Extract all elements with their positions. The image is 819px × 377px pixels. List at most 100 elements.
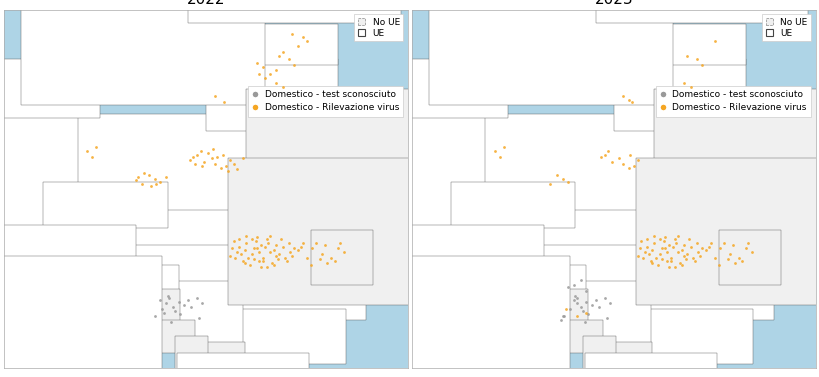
Point: [249, 238, 262, 244]
Point: [304, 262, 317, 268]
FancyBboxPatch shape: [229, 182, 380, 344]
Point: [555, 176, 568, 182]
Point: [282, 240, 295, 246]
Point: [89, 144, 102, 150]
Point: [632, 245, 645, 251]
Point: [208, 161, 221, 167]
Point: [143, 172, 156, 178]
Point: [245, 251, 258, 257]
Point: [623, 152, 636, 158]
Point: [616, 161, 629, 167]
Point: [251, 60, 264, 66]
Point: [314, 251, 328, 257]
Point: [557, 313, 570, 319]
Point: [686, 254, 699, 261]
Point: [711, 262, 724, 268]
Point: [80, 148, 93, 154]
Point: [568, 293, 581, 299]
Point: [487, 148, 500, 154]
Point: [260, 264, 273, 270]
Point: [163, 295, 176, 301]
Point: [559, 306, 572, 312]
Point: [647, 240, 660, 246]
Point: [622, 165, 635, 171]
Point: [183, 157, 196, 163]
Point: [594, 153, 607, 159]
FancyBboxPatch shape: [0, 256, 162, 377]
Point: [230, 166, 243, 172]
FancyBboxPatch shape: [717, 230, 780, 285]
Title: 2023: 2023: [594, 0, 632, 7]
Point: [269, 253, 282, 259]
Point: [662, 264, 675, 270]
Point: [269, 80, 282, 86]
Point: [319, 242, 332, 248]
FancyBboxPatch shape: [338, 109, 503, 252]
FancyBboxPatch shape: [228, 158, 506, 305]
Point: [256, 258, 269, 264]
Point: [305, 245, 319, 251]
Point: [274, 236, 287, 242]
Point: [622, 97, 635, 103]
FancyBboxPatch shape: [428, 0, 672, 105]
Point: [638, 249, 651, 255]
FancyBboxPatch shape: [536, 210, 643, 245]
FancyBboxPatch shape: [174, 336, 208, 377]
FancyBboxPatch shape: [582, 336, 615, 377]
Point: [187, 153, 200, 159]
Point: [654, 245, 667, 251]
Point: [708, 38, 721, 44]
Point: [563, 306, 576, 312]
Point: [177, 302, 190, 308]
Point: [174, 311, 187, 317]
Point: [278, 254, 292, 261]
Point: [570, 313, 583, 319]
Point: [634, 238, 647, 244]
Point: [291, 247, 304, 253]
Point: [129, 178, 143, 184]
Point: [251, 234, 264, 241]
FancyBboxPatch shape: [636, 158, 819, 305]
Point: [227, 238, 240, 244]
Point: [675, 247, 688, 253]
Point: [265, 260, 278, 266]
FancyBboxPatch shape: [613, 85, 720, 131]
Point: [603, 300, 616, 307]
Point: [218, 98, 231, 104]
Point: [269, 242, 282, 248]
Point: [653, 236, 666, 242]
Point: [740, 240, 753, 246]
Point: [662, 242, 675, 248]
Point: [236, 155, 249, 161]
Point: [573, 277, 586, 283]
Point: [240, 233, 253, 239]
Point: [570, 295, 583, 301]
Point: [663, 258, 676, 264]
Point: [598, 152, 611, 158]
Point: [252, 71, 265, 77]
Point: [640, 244, 653, 250]
Point: [689, 56, 702, 62]
Point: [148, 176, 161, 182]
Point: [689, 240, 702, 246]
Point: [283, 249, 296, 255]
Point: [727, 260, 740, 266]
Point: [720, 256, 733, 262]
Point: [210, 153, 224, 159]
Point: [331, 245, 344, 251]
Point: [245, 236, 258, 242]
Point: [225, 245, 238, 251]
Point: [627, 163, 640, 169]
Point: [735, 258, 748, 264]
Point: [258, 244, 271, 250]
Point: [695, 245, 708, 251]
Point: [188, 161, 201, 167]
Point: [181, 297, 194, 303]
Point: [566, 282, 579, 288]
Point: [658, 245, 671, 251]
Point: [267, 262, 280, 268]
Point: [300, 38, 313, 44]
Point: [561, 284, 574, 290]
Point: [667, 264, 681, 270]
Point: [196, 300, 209, 307]
